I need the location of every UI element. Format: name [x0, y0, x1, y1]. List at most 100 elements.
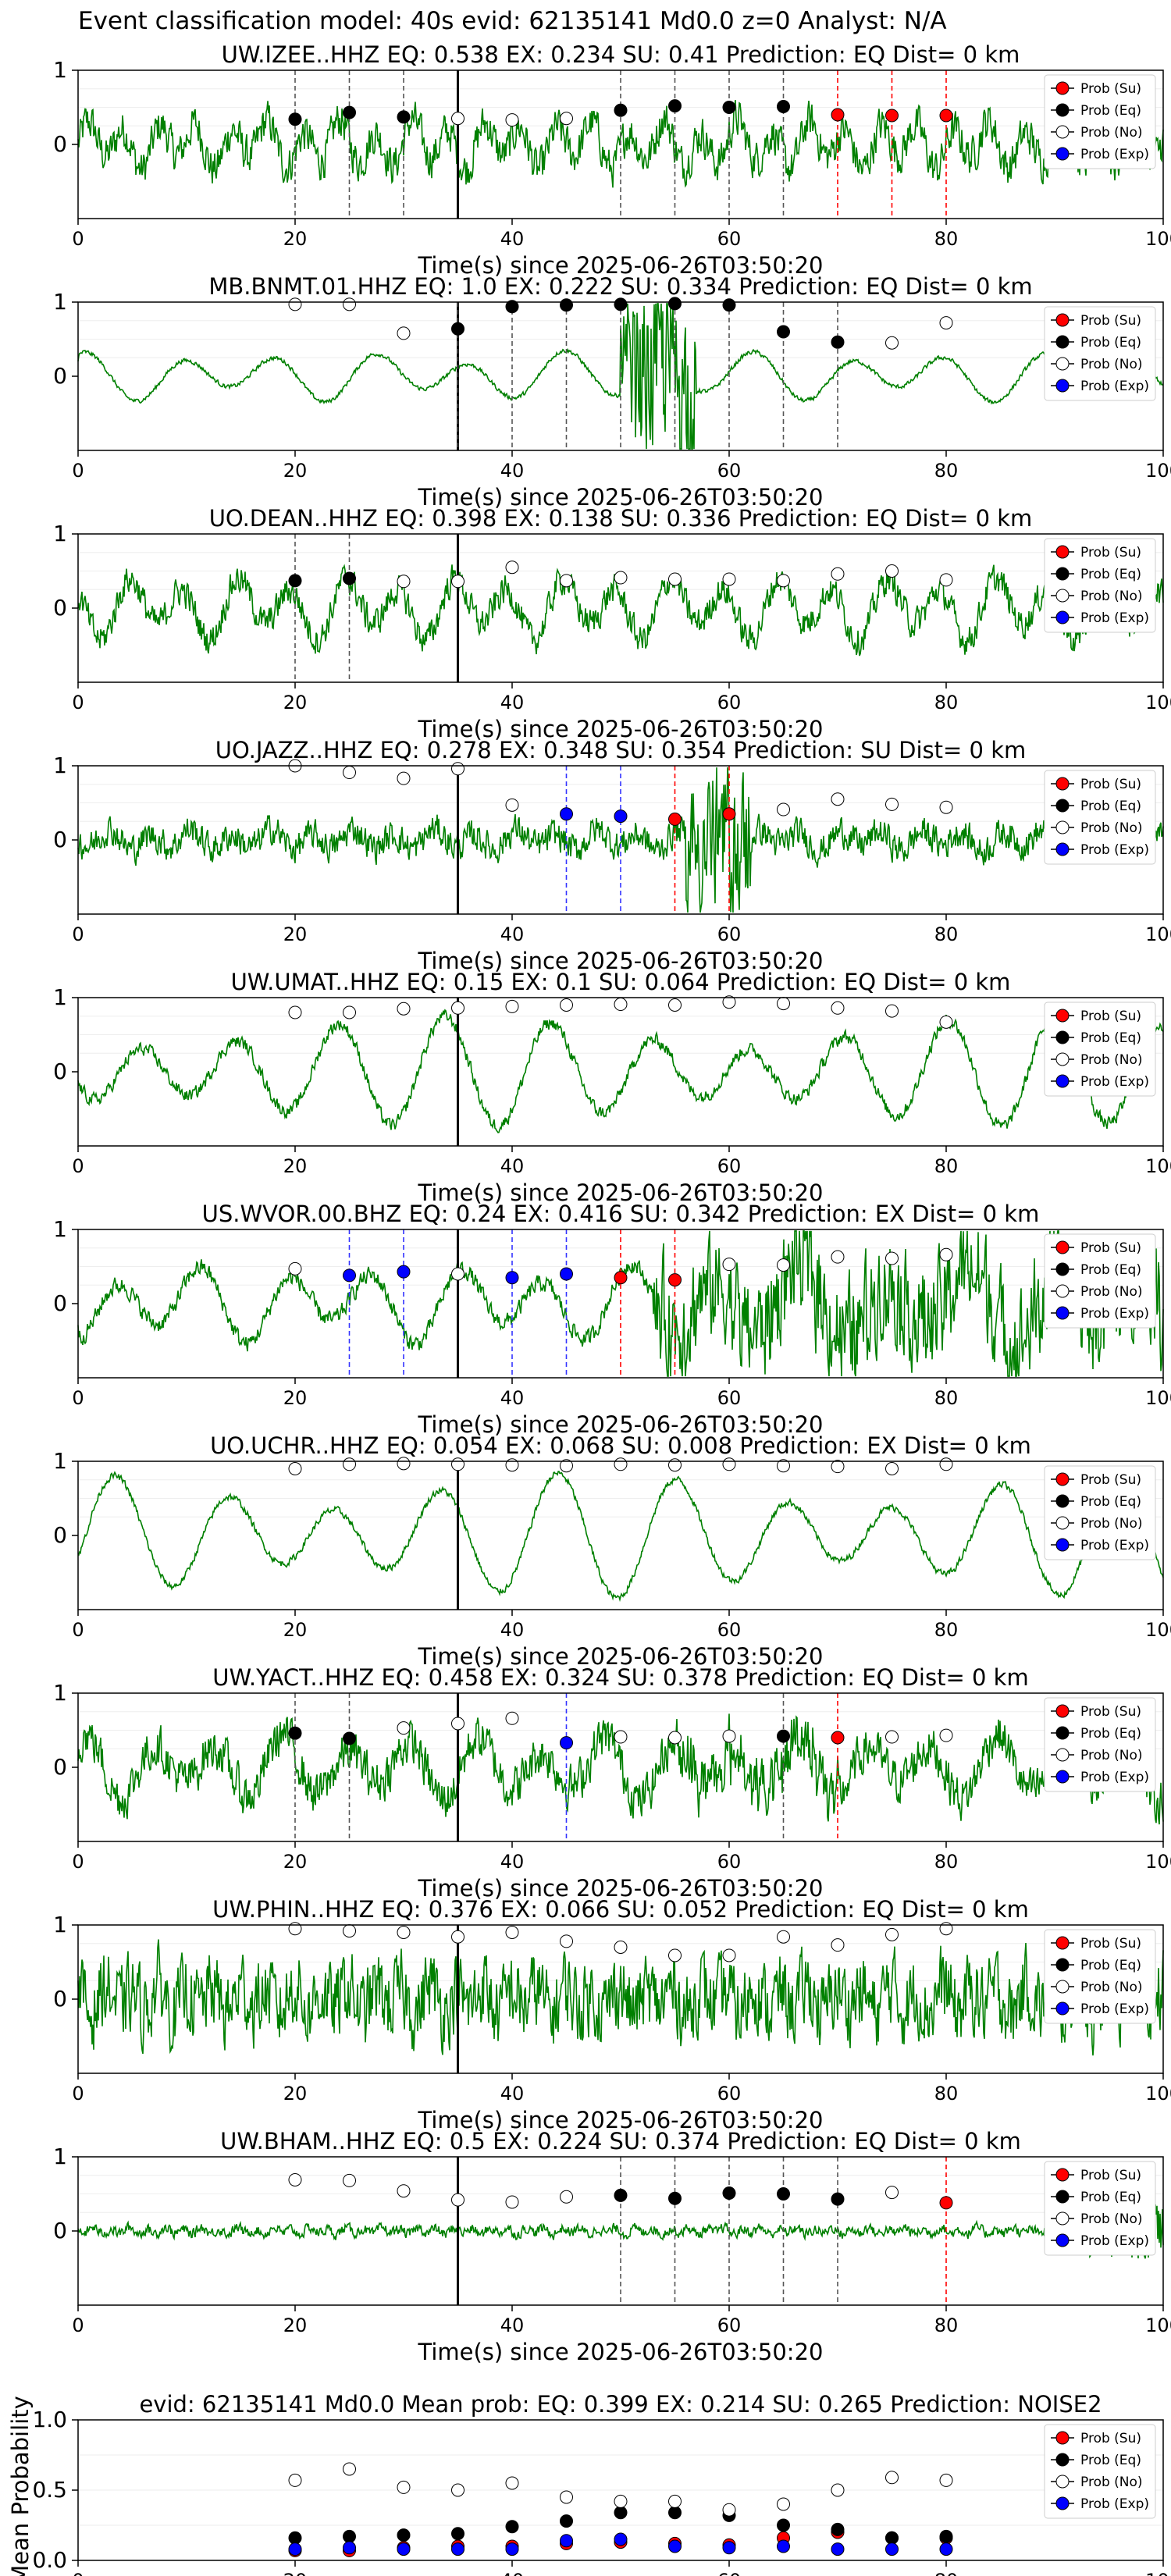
- prob-marker-su: [668, 1273, 682, 1287]
- legend-label: Prob (Su): [1080, 81, 1141, 97]
- legend-marker-exp: [1055, 1770, 1070, 1784]
- legend-marker-su: [1055, 1009, 1070, 1023]
- x-tick-label: 60: [717, 228, 742, 250]
- prob-marker-no: [939, 1247, 953, 1261]
- legend-marker-no: [1055, 1980, 1070, 1994]
- x-tick-label: 0: [72, 1619, 84, 1641]
- legend: Prob (Su) Prob (Eq) Prob (No) Prob (Exp): [1044, 306, 1156, 401]
- prob-marker-no: [397, 1002, 411, 1016]
- prob-marker-eq: [777, 2187, 790, 2201]
- legend-label: Prob (Exp): [1080, 1538, 1149, 1553]
- legend-marker-su: [1055, 81, 1070, 95]
- y-tick-label: 0: [53, 131, 67, 157]
- y-tick-label: 0: [53, 2218, 67, 2243]
- mean-marker-eq: [451, 2527, 464, 2541]
- mean-marker-eq: [288, 2531, 302, 2545]
- legend-label: Prob (Eq): [1080, 2453, 1141, 2468]
- x-tick-label: 20: [283, 2083, 308, 2105]
- mean-marker-eq: [397, 2528, 411, 2542]
- prob-marker-no: [722, 1948, 736, 1962]
- prob-marker-eq: [343, 105, 356, 119]
- y-tick-label: 1: [53, 1912, 67, 1937]
- prob-marker-no: [939, 1728, 953, 1742]
- prob-marker-no: [560, 112, 573, 126]
- y-tick-label: 0: [53, 595, 67, 621]
- x-tick-label: 60: [717, 1155, 742, 1177]
- legend-marker-eq: [1055, 799, 1070, 813]
- legend-marker-no: [1055, 1052, 1070, 1066]
- mean-marker-exp: [831, 2542, 845, 2556]
- mean-marker-no: [397, 2480, 411, 2494]
- prob-marker-no: [560, 1934, 573, 1948]
- mean-marker-no: [560, 2490, 573, 2504]
- prob-marker-eq: [614, 2188, 628, 2202]
- y-tick-label: 0: [53, 1754, 67, 1780]
- mean-marker-exp: [614, 2532, 628, 2546]
- prob-marker-no: [777, 574, 790, 588]
- prob-marker-no: [777, 802, 790, 817]
- legend-label: Prob (No): [1080, 1052, 1143, 1068]
- prob-marker-no: [668, 1458, 682, 1472]
- x-tick-label: 40: [500, 2314, 525, 2336]
- legend-label: Prob (Eq): [1080, 1958, 1141, 1973]
- x-tick-label: 80: [934, 228, 959, 250]
- prob-marker-no: [939, 1457, 953, 1471]
- mean-marker-no: [777, 2497, 790, 2511]
- x-tick-label: 20: [283, 1155, 308, 1177]
- legend-marker-su: [1055, 2168, 1070, 2182]
- legend: Prob (Su) Prob (Eq) Prob (No) Prob (Exp): [1044, 770, 1156, 865]
- legend-marker-eq: [1055, 567, 1070, 581]
- prob-marker-no: [451, 2193, 464, 2207]
- prob-marker-no: [288, 2172, 302, 2186]
- legend-label: Prob (Exp): [1080, 2496, 1149, 2512]
- legend-label: Prob (Su): [1080, 1936, 1141, 1952]
- prob-marker-no: [885, 797, 899, 811]
- prob-marker-su: [831, 108, 845, 122]
- x-axis-label: Time(s) since 2025-06-26T03:50:20: [418, 1411, 824, 1438]
- x-tick-label: 100: [1145, 2314, 1171, 2336]
- mean-marker-eq: [343, 2529, 356, 2543]
- x-tick-label: 20: [283, 1387, 308, 1409]
- prob-marker-no: [885, 2186, 899, 2200]
- y-tick-label: 1: [53, 1216, 67, 1242]
- prob-marker-no: [397, 1457, 411, 1471]
- x-tick-label: 80: [934, 2314, 959, 2336]
- legend-marker-su: [1055, 1704, 1070, 1718]
- y-tick-label: 1: [53, 1448, 67, 1474]
- panel-7: UO.UCHR..HHZ EQ: 0.054 EX: 0.068 SU: 0.0…: [53, 1432, 1171, 1670]
- prob-marker-no: [777, 997, 790, 1011]
- y-tick-label: 1: [53, 289, 67, 315]
- x-tick-label: 100: [1145, 1619, 1171, 1641]
- x-tick-label: 0: [72, 2314, 84, 2336]
- legend-marker-eq: [1055, 1726, 1070, 1740]
- prob-marker-no: [505, 560, 519, 575]
- mean-marker-no: [668, 2494, 682, 2508]
- x-tick-label: 20: [283, 1619, 308, 1641]
- prob-marker-no: [885, 564, 899, 578]
- mean-marker-exp: [451, 2542, 464, 2556]
- legend-label: Prob (Eq): [1080, 1494, 1141, 1510]
- legend-marker-exp: [1055, 1074, 1070, 1088]
- prob-marker-su: [885, 109, 899, 123]
- x-tick-label: 60: [717, 692, 742, 713]
- x-tick-label: 40: [500, 1155, 525, 1177]
- y-tick-label: 1: [53, 57, 67, 83]
- prob-marker-no: [288, 1922, 302, 1936]
- mean-marker-eq: [831, 2522, 845, 2536]
- x-tick-label: 20: [283, 2570, 308, 2576]
- legend-marker-exp: [1055, 2233, 1070, 2247]
- mean-marker-no: [451, 2483, 464, 2497]
- mean-marker-no: [505, 2476, 519, 2490]
- legend-label: Prob (Exp): [1080, 842, 1149, 858]
- prob-marker-no: [505, 798, 519, 812]
- prob-marker-exp: [343, 1268, 356, 1283]
- prob-marker-eq: [722, 2186, 736, 2201]
- prob-marker-no: [668, 1948, 682, 1962]
- prob-marker-su: [939, 109, 953, 123]
- prob-marker-no: [668, 572, 682, 586]
- panel-title: UO.JAZZ..HHZ EQ: 0.278 EX: 0.348 SU: 0.3…: [215, 737, 1027, 763]
- prob-marker-exp: [505, 1271, 519, 1285]
- x-tick-label: 20: [283, 460, 308, 482]
- prob-marker-no: [777, 1459, 790, 1473]
- prob-marker-no: [885, 1462, 899, 1475]
